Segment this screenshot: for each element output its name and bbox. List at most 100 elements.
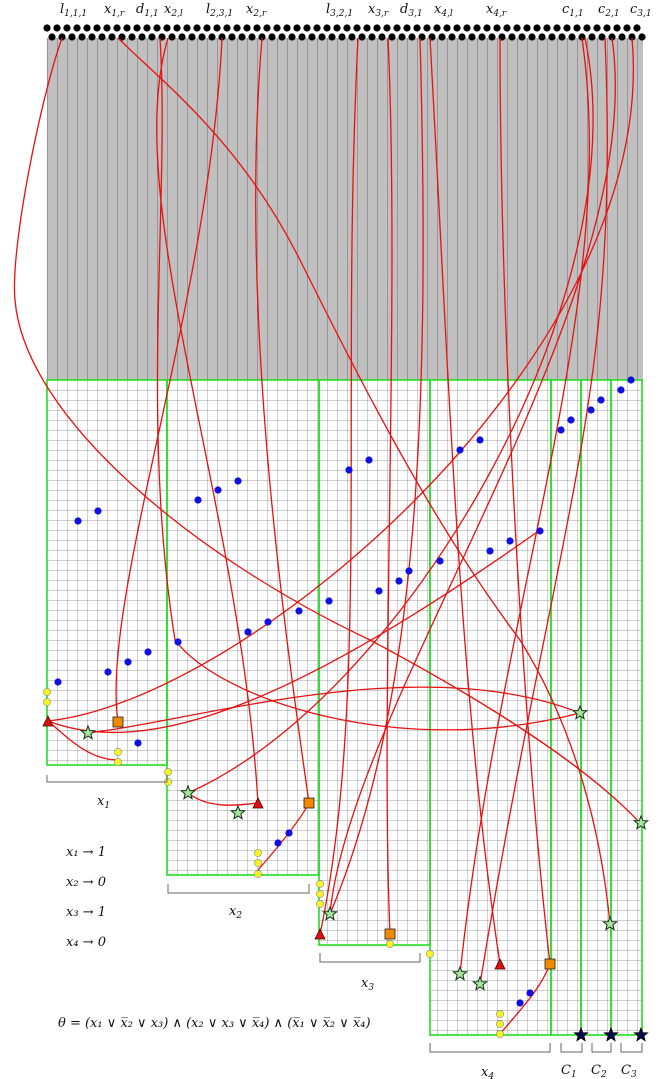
grid-region — [47, 380, 642, 1035]
top-label: d1,1 — [136, 2, 159, 19]
yellow-dot — [114, 748, 122, 756]
top-label-sub: 3,2,1 — [330, 9, 353, 19]
terminal-dot — [53, 24, 61, 32]
terminal-dot — [633, 24, 641, 32]
orange-square-icon — [303, 797, 315, 809]
top-label-base: l — [326, 2, 330, 17]
blue-dot — [627, 376, 635, 384]
terminal-dot — [353, 24, 361, 32]
terminal-dot — [123, 24, 131, 32]
green-star-icon — [471, 975, 489, 991]
blue-dot — [506, 537, 514, 545]
gadget-label-c2: C2 — [591, 1063, 607, 1079]
top-label-base: x — [164, 2, 172, 17]
terminal-dot — [538, 33, 546, 41]
yellow-dot — [316, 890, 324, 898]
terminal-dot — [308, 33, 316, 41]
terminal-dot — [153, 24, 161, 32]
top-label: d3,1 — [400, 2, 423, 19]
curve — [187, 37, 594, 794]
curve — [117, 37, 611, 925]
terminal-dots — [43, 24, 646, 41]
top-label: x4,r — [486, 2, 507, 19]
terminal-dot — [258, 33, 266, 41]
top-label-base: c — [598, 2, 606, 17]
top-label-sub: 1,r — [111, 9, 125, 19]
terminal-dot — [533, 24, 541, 32]
gadget-labels: x1 x2 x3 x4 C1 C2 C3 — [97, 794, 637, 1079]
terminal-dot — [358, 33, 366, 41]
top-label: x1,r — [104, 2, 125, 19]
terminal-dot — [483, 24, 491, 32]
top-label-base: c — [562, 2, 570, 17]
gadget-label-x4: x4 — [481, 1065, 494, 1079]
terminal-dot — [303, 24, 311, 32]
terminal-dot — [493, 24, 501, 32]
blue-dot — [325, 597, 333, 605]
curve — [459, 37, 590, 975]
terminal-dot — [48, 33, 56, 41]
curve — [319, 37, 359, 935]
terminal-dot — [88, 33, 96, 41]
terminal-dot — [208, 33, 216, 41]
terminal-dot — [183, 24, 191, 32]
top-label: l3,2,1 — [326, 2, 353, 19]
top-label-sub: 1,1,1 — [64, 9, 87, 19]
terminal-dot — [288, 33, 296, 41]
blue-dots — [54, 376, 635, 1007]
curve — [386, 37, 393, 935]
orange-squares — [112, 716, 556, 970]
terminal-dot — [98, 33, 106, 41]
yellow-dot — [254, 859, 262, 867]
terminal-dot — [63, 24, 71, 32]
top-label-sub: 2,l — [170, 9, 183, 19]
top-label: x2,l — [164, 2, 183, 19]
terminal-dot — [143, 24, 151, 32]
top-label-base: x — [246, 2, 254, 17]
yellow-dot — [496, 1010, 504, 1018]
top-label-sub: 4,l — [440, 9, 453, 19]
blue-dot — [134, 739, 142, 747]
terminal-dot — [118, 33, 126, 41]
yellow-dot — [114, 758, 122, 766]
terminal-dot — [563, 24, 571, 32]
curve — [47, 720, 119, 761]
terminal-dot — [43, 24, 51, 32]
yellow-dot — [316, 900, 324, 908]
top-label-sub: 1,1 — [569, 9, 583, 19]
blue-dot — [144, 648, 152, 656]
terminal-dot — [603, 24, 611, 32]
terminal-dot — [328, 33, 336, 41]
terminal-dot — [488, 33, 496, 41]
blue-dot — [516, 999, 524, 1007]
terminal-dot — [263, 24, 271, 32]
orange-square-icon — [544, 958, 556, 970]
top-label-sub: 2,r — [252, 9, 267, 19]
blue-dot — [54, 678, 62, 686]
terminal-dot — [348, 33, 356, 41]
top-label: c1,1 — [562, 2, 584, 19]
terminal-dot — [368, 33, 376, 41]
terminal-dot — [273, 24, 281, 32]
assignment-x2: x₂ → 0 — [66, 875, 106, 890]
curve — [156, 37, 259, 804]
terminal-dot — [388, 33, 396, 41]
terminal-dot — [398, 33, 406, 41]
terminal-dot — [403, 24, 411, 32]
terminal-dot — [508, 33, 516, 41]
top-label: x3,r — [368, 2, 389, 19]
blue-dot — [375, 587, 383, 595]
blue-dot — [274, 839, 282, 847]
curve — [13, 37, 641, 824]
gray-wire-area — [47, 38, 643, 380]
yellow-dot — [254, 849, 262, 857]
terminal-dot — [238, 33, 246, 41]
green-star-icon — [79, 724, 97, 740]
yellow-dot — [316, 880, 324, 888]
top-label-sub: 2,3,1 — [209, 9, 233, 19]
curve — [115, 37, 223, 723]
green-star-icon — [601, 915, 619, 931]
green-stars — [79, 704, 650, 991]
terminal-dot — [318, 33, 326, 41]
